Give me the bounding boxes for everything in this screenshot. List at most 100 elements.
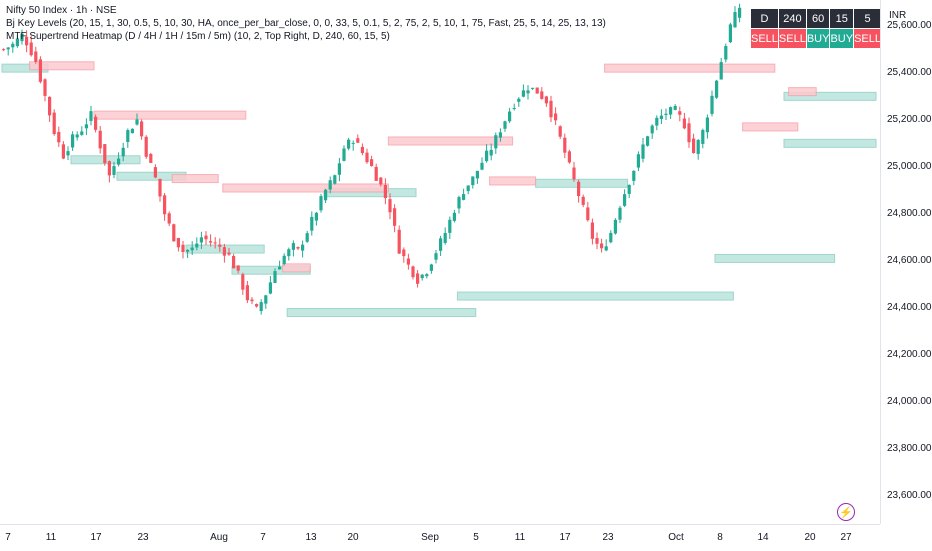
candle-body [305,233,309,242]
candle-body [696,139,700,154]
candle-body [333,175,337,184]
candle-body [692,138,696,154]
candle-body [572,167,576,180]
candle-body [61,144,65,159]
heatmap-signal-d: SELL [750,28,779,49]
candle-body [641,144,645,159]
candle-body [554,113,558,121]
heatmap-header-15: 15 [829,8,855,29]
candle-body [158,178,162,197]
time-tick-label: 23 [137,532,149,543]
currency-label[interactable]: INR [889,10,907,21]
price-tick-label: 24,200.00 [887,348,932,360]
candle-body [531,87,535,89]
candle-body [310,216,314,231]
resistance-zone [604,63,776,73]
candle-body [397,229,401,254]
price-tick-label: 24,800.00 [887,207,932,219]
candle-body [167,213,171,224]
candle-body [443,232,447,243]
heatmap-header-d: D [750,8,779,29]
candle-body [365,152,369,163]
candle-body [218,244,222,247]
candle-body [715,80,719,98]
candle-body [540,91,544,99]
resistance-zone [282,263,311,273]
lightning-icon[interactable]: ⚡ [837,503,855,521]
candle-body [549,100,553,118]
candle-body [402,249,406,257]
candle-body [452,212,456,221]
candle-body [544,96,548,104]
price-tick-label: 25,200.00 [887,113,932,125]
candle-body [6,47,10,50]
candle-body [724,46,728,60]
support-zone [286,308,477,318]
candle-body [710,95,714,114]
candle-body [494,135,498,149]
price-tick-label: 25,600.00 [887,19,932,31]
candle-body [517,98,521,102]
price-scale[interactable]: INR 25,600.00 25,400.00 25,200.00 25,000.00… [880,0,932,524]
candle-body [434,253,438,260]
time-tick-label: Sep [421,532,439,543]
time-tick-label: 5 [473,532,479,543]
candle-body [29,42,33,56]
candle-body [673,105,677,110]
candle-body [342,148,346,161]
candle-body [273,271,277,283]
candle-body [719,62,723,80]
price-tick-label: 25,000.00 [887,160,932,172]
candle-body [236,265,240,271]
candle-body [144,136,148,157]
candle-body [71,134,75,148]
candle-body [135,119,139,125]
candle-body [420,274,424,279]
candle-body [475,170,479,179]
resistance-zone [93,110,247,120]
candle-body [416,273,420,284]
candle-body [48,96,52,116]
candle-body [241,274,245,290]
candle-body [52,112,56,135]
price-tick-label: 24,600.00 [887,254,932,266]
candle-body [705,117,709,133]
candle-body [351,142,355,144]
candle-body [66,151,70,156]
candle-body [563,137,567,153]
candle-body [678,111,682,115]
candle-body [439,238,443,251]
chart-pane[interactable]: Nifty 50 Index · 1h · NSE Bj Key Levels … [0,0,880,524]
candle-body [489,149,493,156]
support-zone [783,91,877,101]
candle-body [535,87,539,94]
candle-body [250,299,254,302]
supertrend-heatmap-table: D 240 60 15 5 SELL SELL BUY BUY SELL [750,8,880,49]
time-tick-label: 7 [5,532,11,543]
price-chart[interactable] [0,0,880,524]
candle-body [34,51,38,62]
support-zone [535,178,629,188]
indicator-bj-key-levels[interactable]: Bj Key Levels (20, 15, 1, 30, 0.5, 5, 10… [6,18,606,29]
time-tick-label: 13 [305,532,317,543]
support-zone [714,253,836,263]
candle-body [360,146,364,154]
candle-body [498,132,502,138]
heatmap-signal-15: BUY [829,28,855,49]
resistance-zone [29,61,95,71]
candle-body [650,125,654,134]
candle-body [406,258,410,265]
candle-body [356,138,360,143]
candle-body [636,154,640,168]
candle-body [25,36,29,46]
candle-body [255,304,259,307]
price-tick-label: 25,400.00 [887,66,932,78]
time-scale[interactable]: 7 11 17 23 Aug 7 13 20 Sep 5 11 17 23 Oct 8 14 20 27 [0,524,880,551]
heatmap-signal-240: SELL [777,28,807,49]
time-tick-label: 23 [602,532,614,543]
candle-body [618,207,622,220]
indicator-mtf-supertrend[interactable]: MTF Supertrend Heatmap (D / 4H / 1H / 15… [6,31,390,42]
candle-body [521,90,525,97]
symbol-title[interactable]: Nifty 50 Index · 1h · NSE [6,5,117,16]
candle-body [503,121,507,129]
